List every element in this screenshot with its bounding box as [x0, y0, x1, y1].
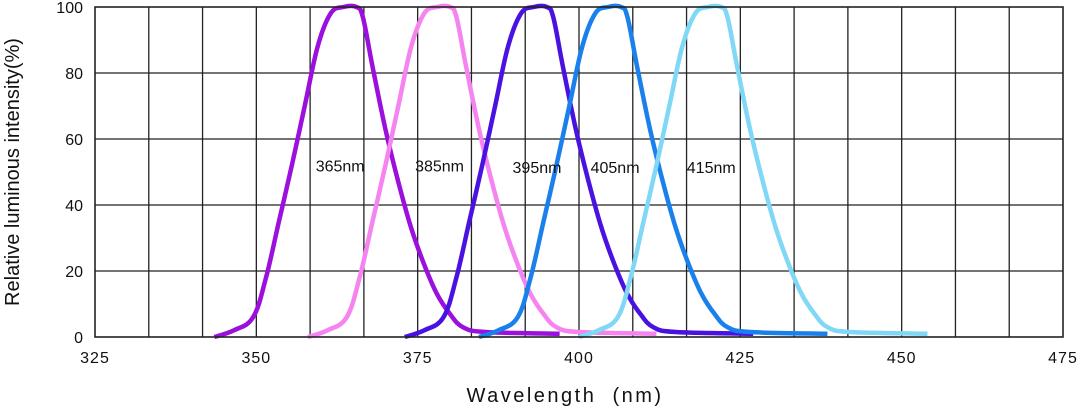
plot-frame	[94, 6, 1064, 338]
series-line-395nm	[404, 3, 754, 340]
series-line-385nm	[307, 3, 657, 340]
y-tick-labels: 0 20 40 60 80 100	[56, 0, 83, 347]
grid	[95, 7, 1063, 337]
x-tick-label: 350	[241, 350, 271, 367]
y-tick-label: 100	[56, 0, 83, 17]
series-label-395nm: 395nm	[513, 160, 562, 177]
series-line-415nm	[578, 3, 928, 340]
y-tick-label: 60	[65, 132, 83, 149]
x-tick-label: 450	[887, 350, 917, 367]
series-line-365nm	[213, 3, 560, 340]
series-curves	[213, 3, 928, 340]
y-axis-label: Relative luminous intensity(%)	[2, 38, 24, 306]
y-tick-label: 40	[65, 198, 83, 215]
y-tick-label: 20	[65, 264, 83, 281]
y-tick-label: 0	[74, 330, 83, 347]
series-label-365nm: 365nm	[316, 158, 365, 175]
x-tick-label: 325	[80, 350, 110, 367]
y-tick-label: 80	[65, 66, 83, 83]
x-tick-label: 400	[564, 350, 594, 367]
series-label-415nm: 415nm	[687, 160, 736, 177]
x-tick-label: 375	[403, 350, 433, 367]
series-label-385nm: 385nm	[415, 158, 464, 175]
x-tick-label: 475	[1048, 350, 1078, 367]
series-label-405nm: 405nm	[591, 160, 640, 177]
x-tick-labels: 325 350 375 400 425 450 475	[80, 350, 1078, 367]
series-line-405nm	[478, 3, 828, 340]
x-axis-label: Wavelength (nm)	[466, 385, 663, 407]
plot-border	[94, 6, 1064, 338]
annotations: 365nm 385nm 395nm 405nm 415nm	[316, 158, 736, 177]
x-tick-label: 425	[725, 350, 755, 367]
